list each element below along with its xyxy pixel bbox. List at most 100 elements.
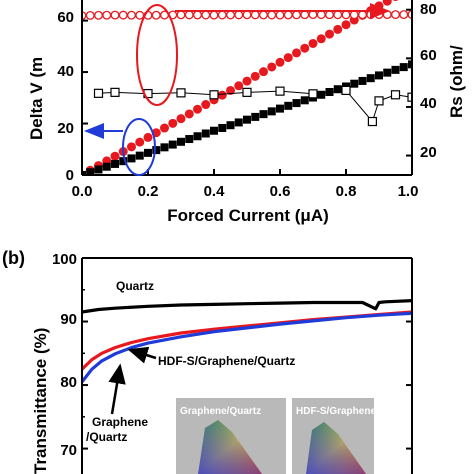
data-point [168, 140, 177, 149]
data-point [193, 10, 202, 20]
data-point [267, 107, 276, 116]
panel-a-ytick-right: 40 [420, 95, 437, 112]
data-point [367, 116, 377, 127]
data-point [226, 85, 235, 95]
data-point [94, 10, 103, 20]
panel-b-ytick: 70 [60, 442, 77, 459]
data-point [234, 10, 244, 20]
panel-a-ylabel: Delta V (m [27, 57, 46, 140]
data-point [201, 10, 211, 20]
data-point [259, 10, 268, 20]
data-point [267, 62, 277, 72]
quartz-annotation: Quartz [116, 279, 154, 293]
data-point [82, 171, 86, 175]
data-point [358, 10, 367, 20]
data-point [210, 126, 218, 135]
data-point [374, 96, 384, 106]
data-point [184, 109, 194, 119]
data-point [176, 10, 186, 20]
data-point [135, 151, 144, 160]
data-point [275, 57, 285, 67]
panel-b-marks [80, 299, 413, 383]
data-point [325, 29, 334, 39]
data-point [284, 101, 293, 110]
data-point [217, 90, 227, 100]
panel-b-ticks [82, 257, 412, 450]
data-point [250, 10, 260, 20]
data-point [111, 159, 119, 168]
graphene-annotation: Graphene [92, 415, 148, 429]
data-point [226, 10, 235, 20]
panel-b-ylabel: Transmittance (%) [31, 328, 50, 474]
panel-a-xtick: 0.0 [72, 183, 93, 200]
data-point [292, 48, 301, 58]
data-point [118, 10, 128, 20]
data-point [209, 10, 219, 20]
data-point [283, 10, 293, 20]
data-point [383, 68, 392, 77]
hdfs-annotation: HDF-S/Graphene/Quartz [158, 354, 295, 368]
graphene-pointer-arrow [108, 363, 126, 415]
panel-a-xtick: 0.6 [270, 183, 291, 200]
inset-photo-graphene-quartz: Graphene/Quartz [176, 398, 286, 474]
data-point [259, 67, 268, 77]
panel-a-ytick-right: 60 [420, 47, 437, 64]
data-point [193, 104, 202, 114]
data-point [152, 146, 161, 155]
data-point [127, 10, 136, 20]
data-point [110, 87, 120, 97]
panel-a-ytick: 40 [57, 63, 74, 80]
data-point [259, 110, 268, 119]
panel-a-ylabel-right: Rs (ohm/ [447, 45, 466, 118]
data-point [85, 10, 95, 20]
data-point [176, 114, 186, 124]
data-point [218, 123, 227, 132]
data-point [226, 121, 235, 130]
data-point [185, 135, 194, 144]
data-point [408, 60, 412, 69]
data-point [243, 115, 251, 124]
data-point [308, 38, 318, 48]
data-point [292, 99, 301, 108]
data-point [127, 154, 136, 163]
panel-a-ticks [81, 8, 413, 176]
data-point [201, 100, 211, 110]
data-point [193, 132, 202, 141]
panel-b-ytick: 100 [52, 251, 77, 268]
data-point [399, 63, 408, 72]
data-point [308, 89, 318, 99]
data-point [110, 10, 120, 20]
data-point [366, 74, 375, 83]
data-point [160, 123, 169, 133]
panel-a-xtick: 0.4 [204, 183, 226, 200]
data-point [86, 168, 95, 175]
data-point [102, 10, 112, 20]
data-point [93, 88, 104, 98]
data-point [275, 86, 285, 96]
data-point [276, 104, 284, 113]
panel-a-xtick: 0.8 [336, 183, 357, 200]
panel-a-plot-area [82, 0, 412, 175]
data-point [283, 53, 293, 63]
data-point [350, 79, 359, 88]
data-point [341, 10, 351, 20]
data-point [399, 10, 409, 20]
panel-a-xlabel: Forced Current (μA) [167, 206, 329, 225]
inset-label: HDF-S/Graphene [296, 406, 376, 417]
panel-a-xtick: 1.0 [398, 183, 419, 200]
data-point [135, 137, 145, 147]
data-point [300, 10, 310, 20]
data-point [234, 118, 243, 127]
data-point [151, 10, 161, 20]
data-point [251, 112, 260, 121]
panel-a-ytick-right: 20 [420, 144, 437, 161]
data-point [349, 10, 359, 20]
hdfs-pointer-arrow [127, 346, 157, 364]
data-point [160, 143, 169, 152]
red-ellipse-annotation [136, 4, 178, 106]
data-point [341, 20, 351, 30]
data-point [176, 88, 186, 98]
data-point [333, 85, 342, 94]
graphene-annotation-2: /Quartz [86, 430, 127, 444]
